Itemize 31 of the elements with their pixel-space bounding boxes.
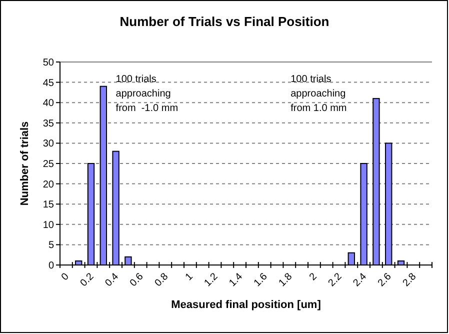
x-tick-label: 1.8 [276,271,295,289]
y-tick-label: 5 [48,240,54,252]
y-tick-label: 50 [42,58,54,68]
x-tick-label: 2 [308,271,320,284]
y-tick-label: 40 [42,98,54,110]
x-tick-label: 2.4 [351,271,370,289]
chart-title: Number of Trials vs Final Position [120,14,330,29]
y-tick-label: 25 [42,159,54,170]
x-tick-label: 0.6 [128,271,146,289]
x-tick-label: 0.2 [78,271,96,289]
y-tick-label: 45 [42,78,54,89]
y-tick-label: 20 [42,179,54,190]
y-tick-label: 10 [42,220,54,231]
y-axis-title: Number of trials [19,121,31,206]
x-tick-label: 1.6 [252,271,270,289]
annotation: 100 trials approaching from 1.0 mm [290,74,347,114]
x-tick-label: 0.4 [103,271,122,289]
annotation: 100 trials approaching from -1.0 mm [116,74,178,114]
x-tick-label: 2.8 [400,271,419,289]
x-tick-label: 1.4 [227,271,246,289]
y-tick-label: 15 [42,200,54,211]
y-tick-label: 30 [42,138,54,150]
x-tick-label: 2.6 [376,271,394,289]
y-tick-label: 0 [48,260,54,272]
x-tick-label: 0 [60,271,72,284]
y-tick-label: 35 [42,118,54,130]
x-tick-label: 0.8 [152,271,171,289]
x-tick-label: 1 [184,271,196,284]
x-tick-label: 1.2 [202,271,220,289]
x-axis-title: Measured final position [um] [171,299,322,311]
x-tick-label: 2.2 [326,271,344,289]
